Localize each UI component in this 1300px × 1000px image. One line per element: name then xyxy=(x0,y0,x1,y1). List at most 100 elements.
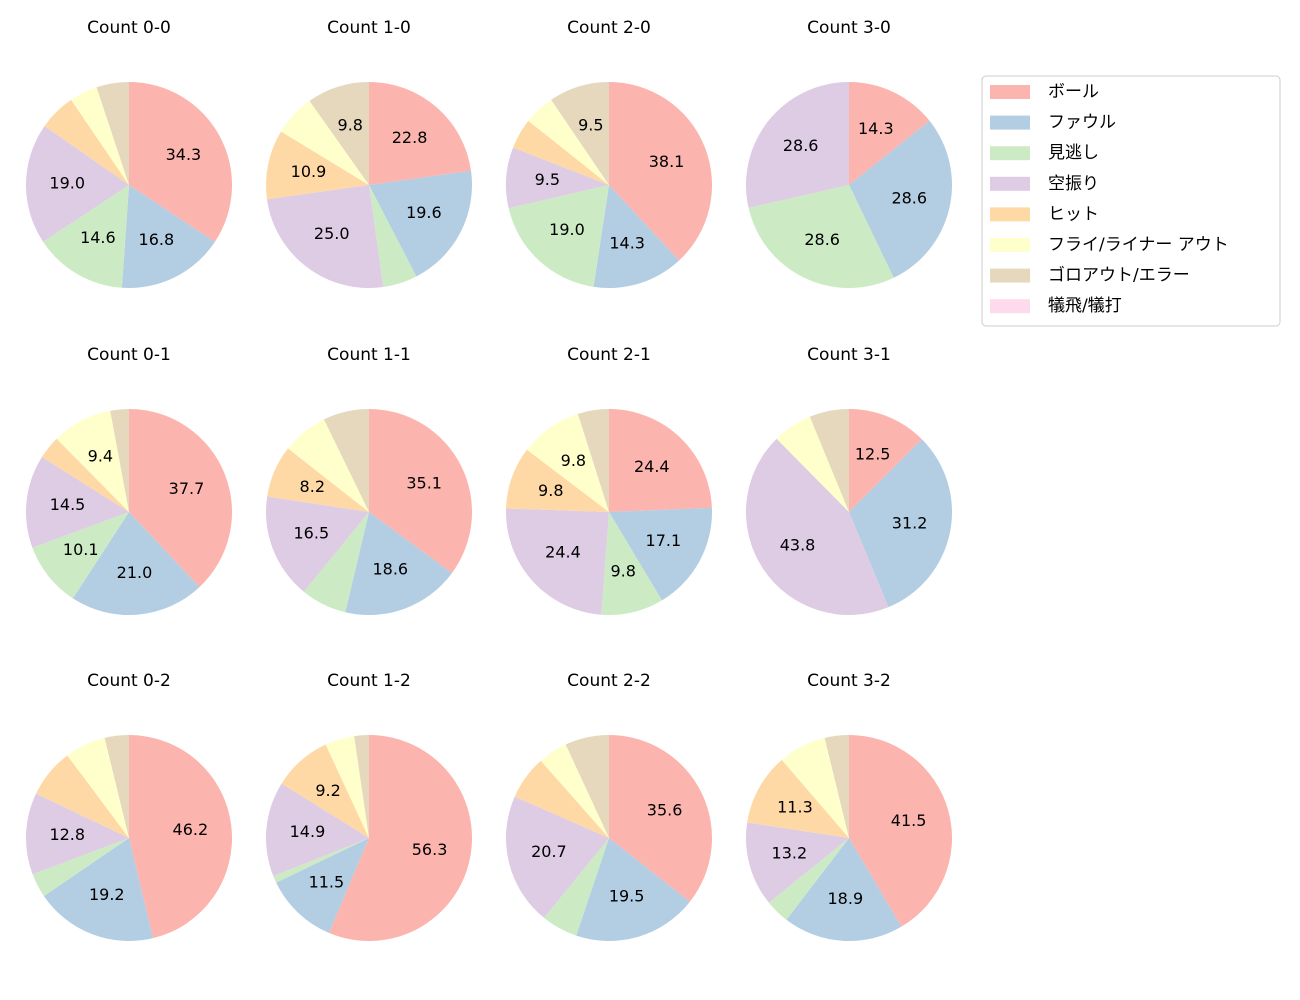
pie-slice xyxy=(512,120,609,185)
pie-slice xyxy=(508,185,609,287)
pie-slice xyxy=(328,735,472,941)
slice-label: 12.5 xyxy=(855,444,891,463)
pie-slice xyxy=(745,82,849,208)
slice-label: 38.1 xyxy=(649,152,685,171)
slice-label: 28.6 xyxy=(891,188,927,207)
pie-slice xyxy=(41,438,130,512)
pie-slice xyxy=(781,737,849,838)
pie-slice xyxy=(72,512,200,616)
pie-slice xyxy=(369,82,472,185)
legend-label: フライ/ライナー アウト xyxy=(1048,235,1229,255)
legend-label: 見逃し xyxy=(1048,143,1099,163)
legend-label: ファウル xyxy=(1048,113,1116,133)
pie-slice xyxy=(506,147,609,209)
pie-slice xyxy=(323,409,369,512)
pie-slice xyxy=(601,512,662,616)
pie-slice xyxy=(544,838,609,936)
slice-label: 14.3 xyxy=(858,119,894,138)
pie-title: Count 1-0 xyxy=(327,18,411,38)
slice-label: 18.9 xyxy=(828,889,864,908)
pie-title: Count 3-2 xyxy=(807,671,891,691)
pie-slice xyxy=(526,413,609,512)
pie-slice xyxy=(129,735,232,939)
pie-slice xyxy=(849,120,953,278)
slice-label: 19.0 xyxy=(549,220,585,239)
pie-title: Count 1-2 xyxy=(327,671,411,691)
slice-label: 16.8 xyxy=(139,230,175,249)
pie-slice xyxy=(369,409,473,574)
pie-title: Count 3-1 xyxy=(807,345,891,365)
legend-label: ボール xyxy=(1048,82,1099,102)
slice-label: 35.6 xyxy=(647,801,683,820)
pie-slice xyxy=(104,735,129,838)
slice-label: 14.6 xyxy=(80,228,116,247)
slice-label: 14.3 xyxy=(609,234,645,253)
pie-slice xyxy=(325,736,369,838)
slice-label: 13.2 xyxy=(772,844,808,863)
slice-label: 41.5 xyxy=(891,811,927,830)
pie-slice xyxy=(26,126,130,242)
slice-label: 19.2 xyxy=(89,885,125,904)
slice-label: 8.2 xyxy=(300,477,325,496)
legend-label: ゴロアウト/エラー xyxy=(1048,265,1190,286)
pie-slice xyxy=(565,735,609,838)
slice-label: 43.8 xyxy=(780,536,816,555)
slice-label: 46.2 xyxy=(173,820,209,839)
slice-label: 19.5 xyxy=(609,887,645,906)
legend-swatch xyxy=(990,299,1030,314)
slice-label: 25.0 xyxy=(314,224,350,243)
pie-slice xyxy=(281,100,369,185)
pie-slice xyxy=(266,783,369,877)
pie-slice xyxy=(71,87,129,185)
slice-label: 35.1 xyxy=(406,474,442,493)
legend-label: 空振り xyxy=(1048,174,1099,194)
pie-slice xyxy=(506,449,609,512)
legend-swatch xyxy=(990,115,1030,130)
pie-slice xyxy=(288,419,369,512)
pie-title: Count 0-1 xyxy=(87,345,171,365)
pie-slice xyxy=(551,82,609,185)
slice-label: 22.8 xyxy=(392,128,428,147)
legend-swatch xyxy=(990,85,1030,99)
slice-label: 24.4 xyxy=(545,543,581,562)
pie-slice xyxy=(96,82,129,185)
slice-label: 9.5 xyxy=(578,115,603,134)
pie-slice xyxy=(609,735,712,902)
pie-slice xyxy=(44,99,129,185)
pie-slice xyxy=(514,760,609,838)
pie-slice xyxy=(354,735,369,838)
pie-slice xyxy=(776,416,849,512)
pie-slice xyxy=(577,409,609,512)
pie-slice xyxy=(849,409,922,512)
slice-label: 9.4 xyxy=(88,447,113,466)
slice-label: 14.5 xyxy=(50,495,86,514)
slice-label: 16.5 xyxy=(294,524,330,543)
pie-slice xyxy=(746,822,849,903)
pie-slice xyxy=(36,755,130,838)
pie-slice xyxy=(43,838,154,942)
pie-slice xyxy=(281,744,369,838)
pie-slice xyxy=(747,759,849,838)
legend-label: ヒット xyxy=(1048,204,1099,224)
pie-slice xyxy=(129,409,233,588)
pie-title: Count 2-1 xyxy=(567,345,651,365)
slice-label: 12.8 xyxy=(49,825,85,844)
pie-title: Count 1-1 xyxy=(327,345,411,365)
pie-slice xyxy=(593,185,680,288)
slice-label: 9.8 xyxy=(538,481,563,500)
pie-slice xyxy=(505,796,609,918)
pie-slice xyxy=(32,838,129,897)
legend-swatch xyxy=(990,268,1030,283)
pie-title: Count 0-2 xyxy=(87,671,171,691)
pie-slice xyxy=(303,512,369,613)
slice-label: 18.6 xyxy=(372,560,408,579)
pie-slice xyxy=(824,735,849,838)
legend-label: 犠飛/犠打 xyxy=(1048,296,1122,316)
pie-slice xyxy=(121,185,215,288)
slice-label: 19.6 xyxy=(406,203,442,222)
slice-label: 56.3 xyxy=(412,840,448,859)
pie-slice xyxy=(266,496,369,592)
pie-title: Count 2-0 xyxy=(567,18,651,38)
pie-slice xyxy=(849,82,930,185)
